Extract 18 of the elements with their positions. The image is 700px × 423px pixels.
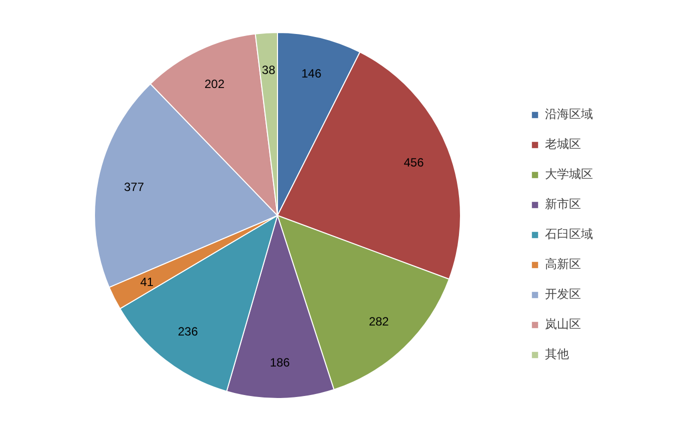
- legend-label: 大学城区: [545, 166, 593, 183]
- legend-label: 岚山区: [545, 316, 581, 333]
- legend-label: 新市区: [545, 196, 581, 213]
- data-label: 236: [178, 324, 198, 339]
- legend-label: 石臼区域: [545, 226, 593, 243]
- data-label: 202: [204, 76, 225, 91]
- legend-label: 其他: [545, 346, 569, 363]
- data-label: 282: [368, 314, 390, 329]
- data-label: 146: [301, 66, 322, 81]
- legend-label: 高新区: [545, 256, 581, 273]
- data-label: 41: [140, 275, 154, 290]
- data-label: 186: [270, 355, 290, 370]
- data-label: 377: [124, 180, 144, 194]
- legend-label: 沿海区域: [545, 106, 593, 123]
- data-label: 456: [404, 155, 424, 170]
- data-label: 38: [262, 62, 276, 77]
- legend-label: 开发区: [545, 286, 581, 303]
- legend-label: 老城区: [545, 136, 581, 153]
